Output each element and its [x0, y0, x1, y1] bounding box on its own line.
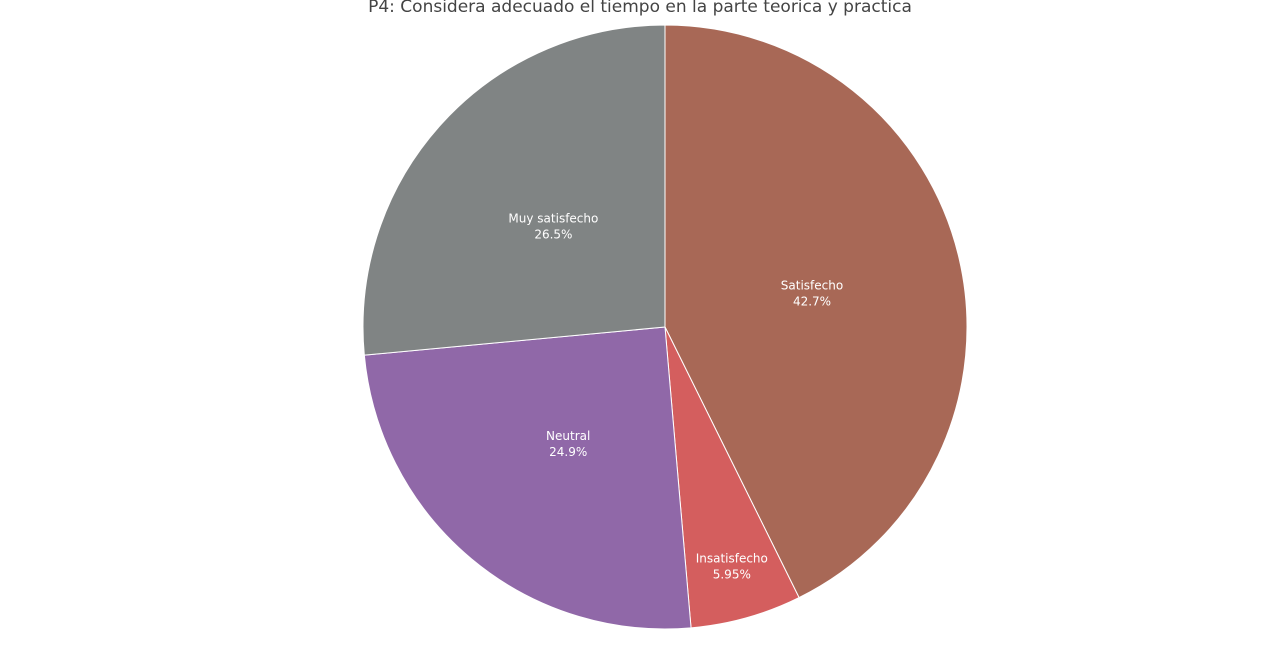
chart-title: P4: Considera adecuado el tiempo en la p…: [368, 0, 912, 17]
slice-percent-satisfecho: 42.7%: [793, 295, 831, 309]
slice-label-satisfecho: Satisfecho: [781, 279, 843, 293]
slice-label-neutral: Neutral: [546, 429, 590, 443]
pie-slice-neutral: [363, 326, 692, 630]
slice-label-insatisfecho: Insatisfecho: [696, 552, 768, 566]
slice-label-muy-satisfecho: Muy satisfecho: [508, 211, 598, 225]
pie-slice-muy-satisfecho: [362, 24, 666, 356]
pie-slice-satisfecho: [664, 24, 968, 599]
slice-percent-muy-satisfecho: 26.5%: [534, 227, 572, 241]
slice-percent-neutral: 24.9%: [549, 445, 587, 459]
slice-percent-insatisfecho: 5.95%: [713, 568, 751, 582]
